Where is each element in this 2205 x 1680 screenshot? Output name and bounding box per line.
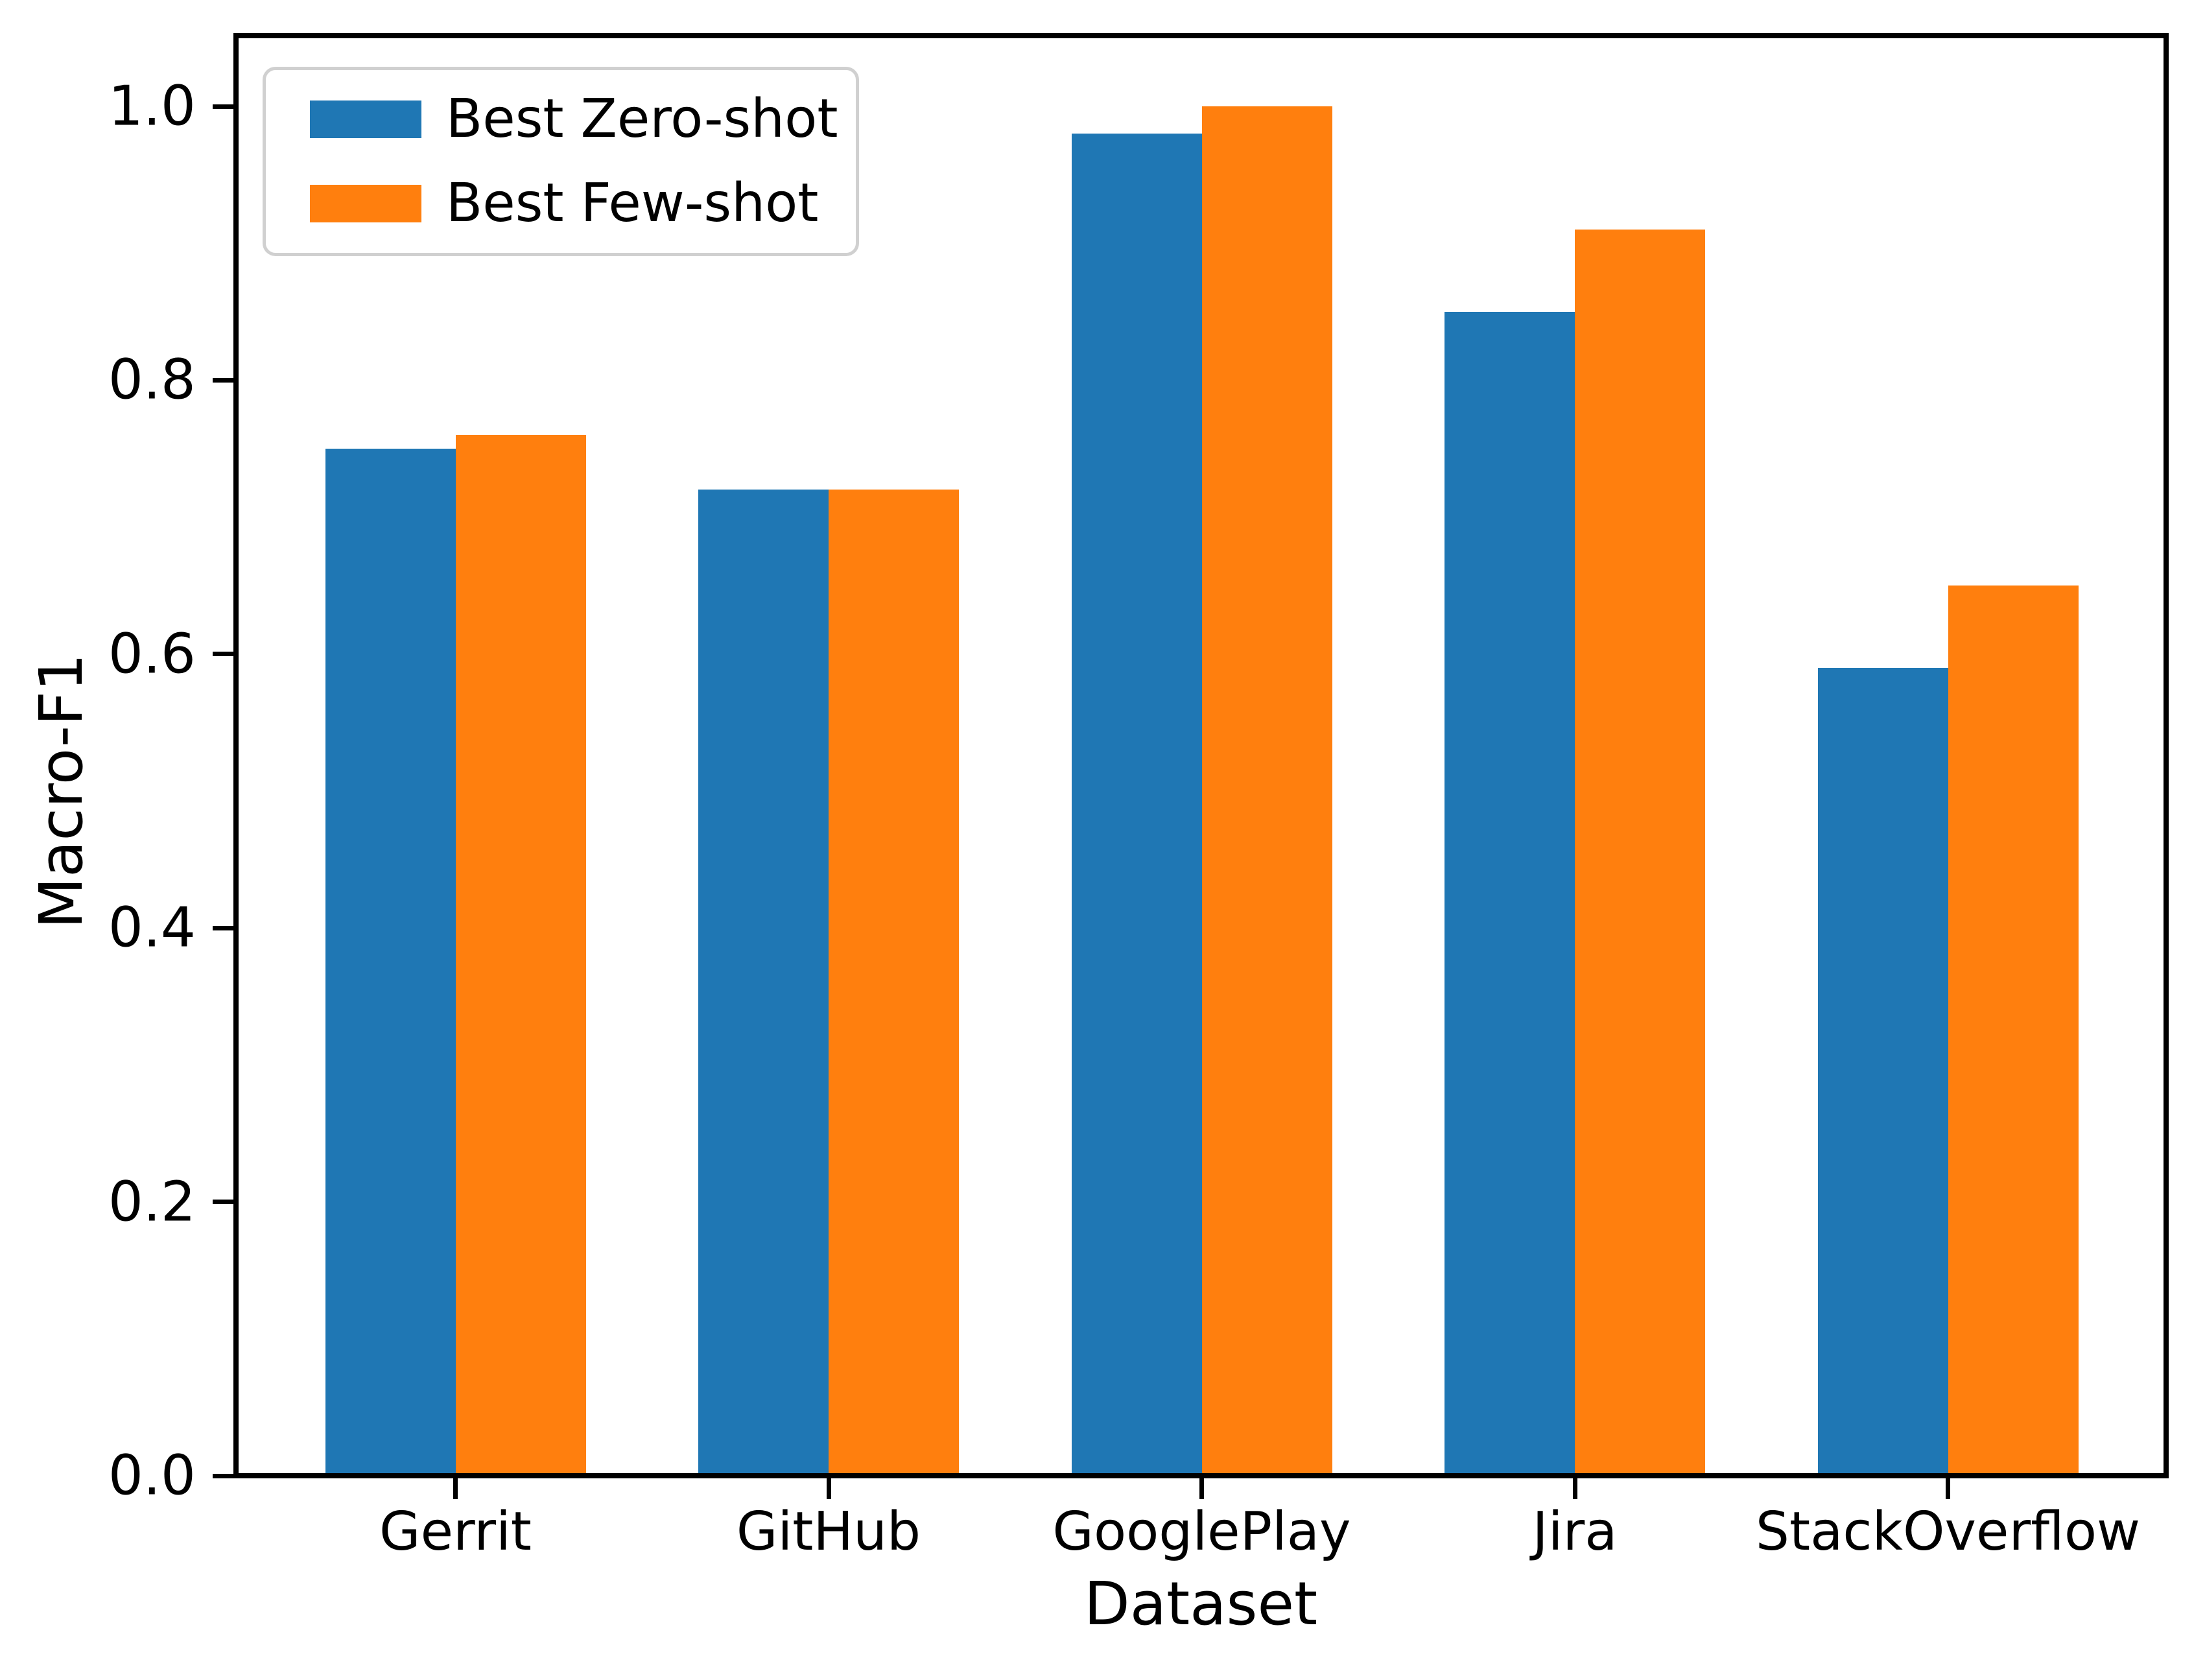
y-tick-label: 1.0 [108, 74, 196, 139]
y-tick-label: 0.2 [108, 1170, 196, 1235]
x-tick-label-gerrit: Gerrit [379, 1501, 532, 1563]
axis-spine-right [2164, 33, 2169, 1478]
x-tick-label-stackoverflow: StackOverflow [1755, 1501, 2141, 1563]
axis-spine-top [233, 33, 2169, 38]
y-tick-mark [213, 1200, 233, 1205]
y-tick-label: 0.8 [108, 348, 196, 412]
bar-best-few-shot-googleplay [1201, 106, 1332, 1476]
legend-row: Best Zero-shot [310, 93, 838, 146]
x-tick-mark [1572, 1478, 1577, 1499]
x-tick-mark [1199, 1478, 1204, 1499]
bar-best-few-shot-jira [1575, 230, 1705, 1476]
legend-label: Best Few-shot [446, 172, 819, 234]
x-axis-label: Dataset [1083, 1569, 1318, 1639]
x-tick-mark [1946, 1478, 1950, 1499]
y-tick-label: 0.0 [108, 1443, 196, 1508]
y-axis-label: Macro-F1 [27, 653, 96, 929]
legend: Best Zero-shot Best Few-shot [263, 67, 859, 256]
legend-swatch [310, 185, 421, 222]
bar-best-few-shot-stackoverflow [1948, 586, 2079, 1476]
bar-best-zero-shot-github [698, 490, 829, 1476]
bar-best-few-shot-gerrit [455, 435, 586, 1476]
legend-row: Best Few-shot [310, 177, 830, 230]
axis-spine-left [233, 33, 239, 1478]
y-tick-mark [213, 104, 233, 109]
y-tick-label: 0.4 [108, 895, 196, 960]
bar-best-zero-shot-googleplay [1071, 134, 1202, 1476]
y-tick-label: 0.6 [108, 622, 196, 687]
x-tick-label-jira: Jira [1532, 1501, 1618, 1563]
x-tick-mark [826, 1478, 831, 1499]
y-tick-mark [213, 925, 233, 930]
y-tick-mark [213, 652, 233, 657]
y-tick-mark [213, 1473, 233, 1478]
x-tick-mark [453, 1478, 458, 1499]
bar-best-zero-shot-stackoverflow [1817, 668, 1948, 1476]
x-tick-label-github: GitHub [736, 1501, 921, 1563]
bar-best-few-shot-github [829, 490, 959, 1476]
y-tick-mark [213, 377, 233, 383]
bar-best-zero-shot-jira [1444, 312, 1575, 1476]
x-tick-label-googleplay: GooglePlay [1052, 1501, 1351, 1563]
legend-label: Best Zero-shot [446, 88, 838, 150]
bar-best-zero-shot-gerrit [325, 449, 456, 1476]
axis-spine-bottom [233, 1473, 2169, 1478]
legend-swatch [310, 101, 421, 138]
